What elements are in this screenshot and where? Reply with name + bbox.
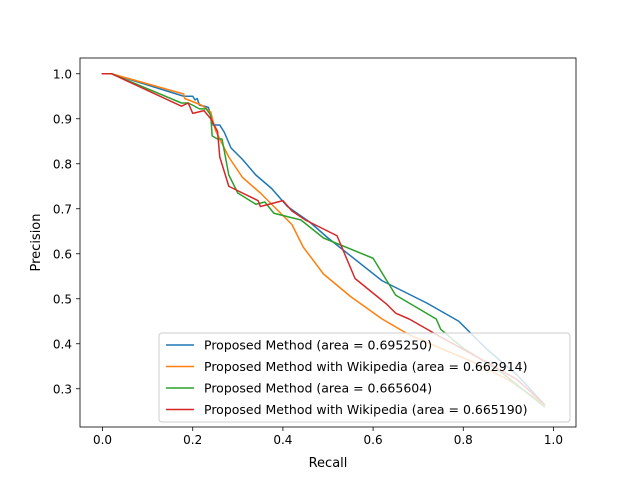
series-line-4 bbox=[101, 73, 546, 406]
series-line-3 bbox=[101, 73, 546, 408]
y-tick-label: 0.3 bbox=[53, 382, 72, 396]
x-tick-label: 1.0 bbox=[544, 433, 563, 447]
series-line-1 bbox=[101, 73, 546, 406]
plot-frame bbox=[79, 57, 577, 428]
y-tick-label: 0.9 bbox=[53, 112, 72, 126]
y-tick-label: 0.4 bbox=[53, 337, 72, 351]
legend-label-1: Proposed Method (area = 0.695250) bbox=[204, 338, 432, 353]
y-tick-label: 0.5 bbox=[53, 292, 72, 306]
y-axis-label: Precision bbox=[29, 213, 44, 271]
x-axis-label: Recall bbox=[309, 456, 348, 471]
y-tick-label: 0.8 bbox=[53, 157, 72, 171]
legend-box bbox=[158, 332, 571, 423]
legend-label-2: Proposed Method with Wikipedia (area = 0… bbox=[204, 359, 528, 374]
x-tick-label: 0.0 bbox=[93, 433, 112, 447]
axes-layer: 0.0 0.2 0.4 0.6 0.8 1.0 0.3 0.4 0.5 0.6 0.7 0.8 0.9 1… bbox=[53, 57, 577, 447]
y-tick-label: 0.7 bbox=[53, 202, 72, 216]
legend-label-3: Proposed Method (area = 0.665604) bbox=[204, 381, 432, 396]
y-tick-label: 0.6 bbox=[53, 247, 72, 261]
x-tick-label: 0.8 bbox=[454, 433, 473, 447]
y-tick-label: 1.0 bbox=[53, 67, 72, 81]
x-tick-label: 0.6 bbox=[364, 433, 383, 447]
legend: Proposed Method (area = 0.695250) Propose… bbox=[158, 332, 571, 423]
legend-label-4: Proposed Method with Wikipedia (area = 0… bbox=[204, 402, 528, 417]
x-tick-label: 0.4 bbox=[273, 433, 292, 447]
x-tick-label: 0.2 bbox=[183, 433, 202, 447]
